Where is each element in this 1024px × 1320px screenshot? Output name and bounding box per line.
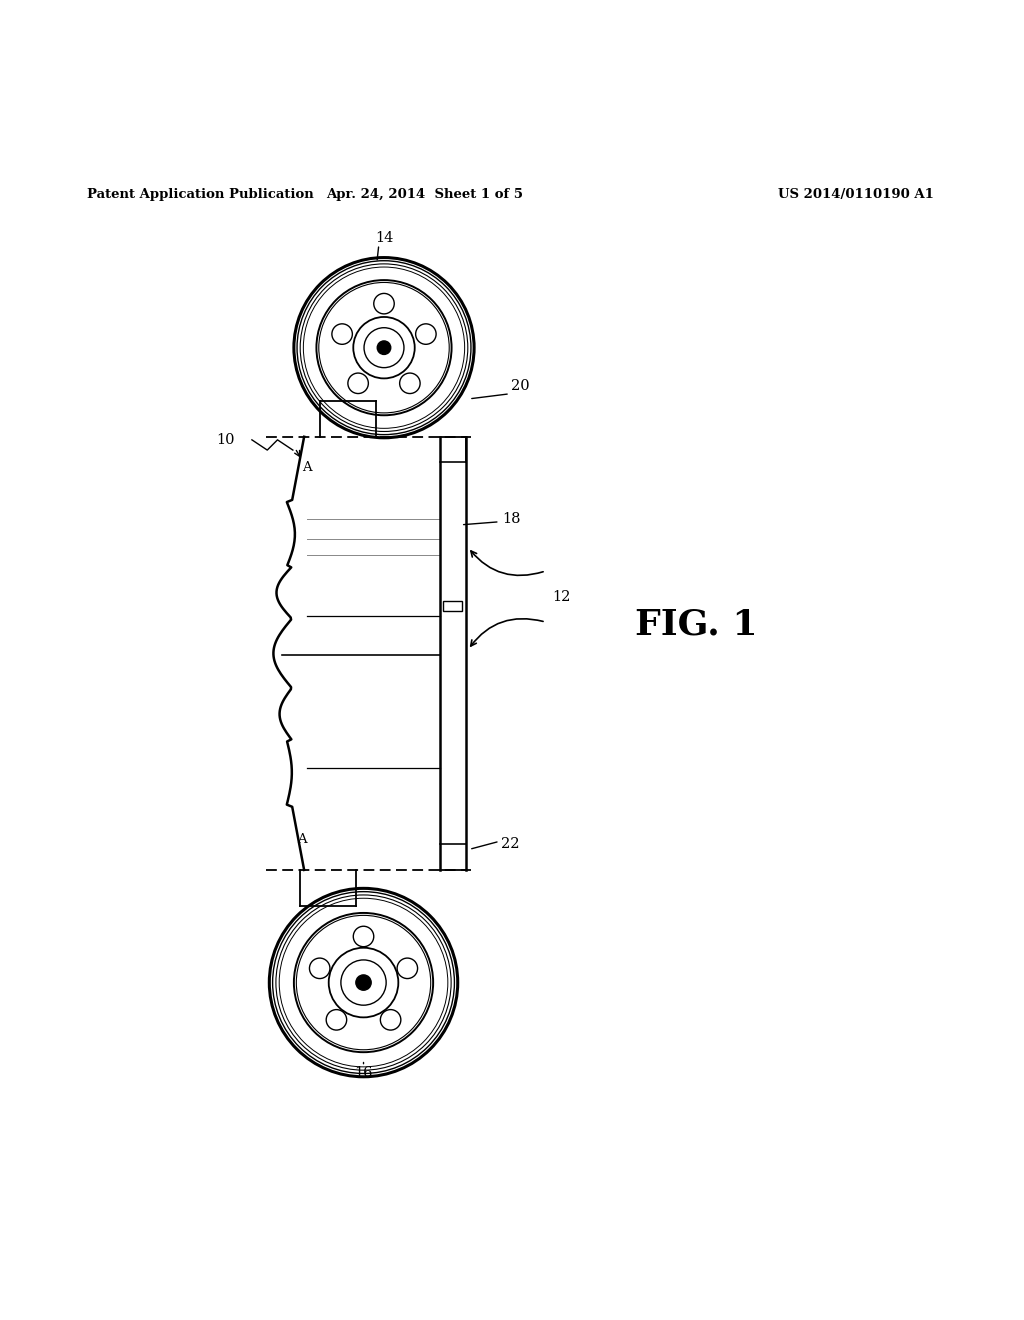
Circle shape (377, 341, 391, 355)
Text: 18: 18 (503, 512, 521, 525)
Text: 16: 16 (354, 1065, 373, 1080)
Text: Apr. 24, 2014  Sheet 1 of 5: Apr. 24, 2014 Sheet 1 of 5 (327, 187, 523, 201)
Bar (443, 601, 462, 611)
Text: FIG. 1: FIG. 1 (635, 607, 758, 642)
Text: US 2014/0110190 A1: US 2014/0110190 A1 (778, 187, 934, 201)
Text: 12: 12 (552, 590, 570, 603)
Text: 14: 14 (375, 231, 393, 246)
Text: 22: 22 (501, 837, 519, 851)
Text: A: A (302, 461, 312, 474)
Text: A: A (297, 833, 307, 846)
Text: Patent Application Publication: Patent Application Publication (87, 187, 313, 201)
Text: 20: 20 (511, 379, 529, 392)
Text: 10: 10 (216, 433, 234, 447)
Circle shape (356, 975, 371, 990)
